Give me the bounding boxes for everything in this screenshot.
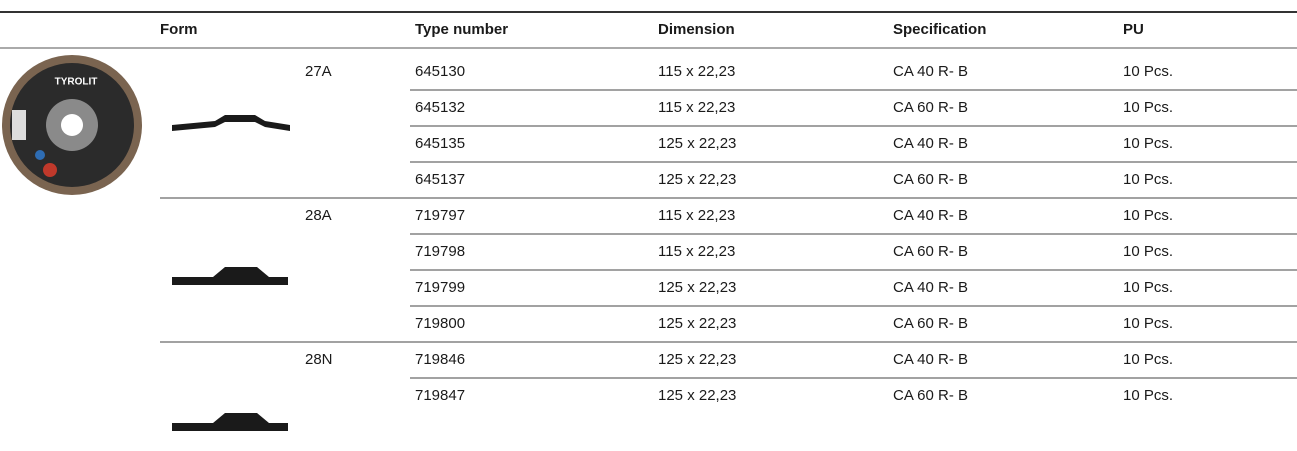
cell: 719799 [415, 279, 465, 296]
cell: 10 Pcs. [1123, 207, 1173, 224]
cell: 645137 [415, 171, 465, 188]
cell: 125 x 22,23 [658, 171, 736, 188]
cell: 125 x 22,23 [658, 279, 736, 296]
form-code: 28A [305, 207, 332, 224]
cell: 125 x 22,23 [658, 315, 736, 332]
cell: 719800 [415, 315, 465, 332]
cell: 115 x 22,23 [658, 207, 735, 224]
profile-shape [172, 413, 288, 431]
cell: CA 40 R- B [893, 135, 968, 152]
cell: CA 40 R- B [893, 351, 968, 368]
cell: 125 x 22,23 [658, 135, 736, 152]
column-header: Specification [893, 21, 986, 38]
profile-shape [172, 267, 288, 285]
form-code: 28N [305, 351, 333, 368]
cell: 115 x 22,23 [658, 99, 735, 116]
cell: 645130 [415, 63, 465, 80]
cell: 10 Pcs. [1123, 135, 1173, 152]
cell: 645132 [415, 99, 465, 116]
cell: CA 40 R- B [893, 207, 968, 224]
product-image: TYROLIT [2, 55, 142, 195]
cell: CA 60 R- B [893, 315, 968, 332]
cell: 115 x 22,23 [658, 243, 735, 260]
cell: CA 60 R- B [893, 171, 968, 188]
profile-drawing [172, 267, 288, 285]
cell: 10 Pcs. [1123, 243, 1173, 260]
cell: 10 Pcs. [1123, 351, 1173, 368]
cell: CA 40 R- B [893, 279, 968, 296]
cell: 125 x 22,23 [658, 387, 736, 404]
cell: 719797 [415, 207, 465, 224]
form-code: 27A [305, 63, 332, 80]
cell: 645135 [415, 135, 465, 152]
column-header: Form [160, 21, 198, 38]
cell: CA 60 R- B [893, 243, 968, 260]
cell: CA 60 R- B [893, 99, 968, 116]
cell: 10 Pcs. [1123, 99, 1173, 116]
cell: 115 x 22,23 [658, 63, 735, 80]
cell: 125 x 22,23 [658, 351, 736, 368]
cell: CA 60 R- B [893, 387, 968, 404]
profile-shape [172, 115, 290, 131]
profile-drawing [172, 413, 288, 431]
cell: 10 Pcs. [1123, 63, 1173, 80]
cell: CA 40 R- B [893, 63, 968, 80]
cell: 10 Pcs. [1123, 315, 1173, 332]
cell: 10 Pcs. [1123, 387, 1173, 404]
profile-drawing [172, 115, 290, 131]
brand-label: TYROLIT [55, 77, 98, 88]
column-header: Dimension [658, 21, 735, 38]
column-header: Type number [415, 21, 508, 38]
cell: 10 Pcs. [1123, 279, 1173, 296]
cell: 719846 [415, 351, 465, 368]
cell: 719798 [415, 243, 465, 260]
cell: 10 Pcs. [1123, 171, 1173, 188]
column-header: PU [1123, 21, 1144, 38]
cell: 719847 [415, 387, 465, 404]
